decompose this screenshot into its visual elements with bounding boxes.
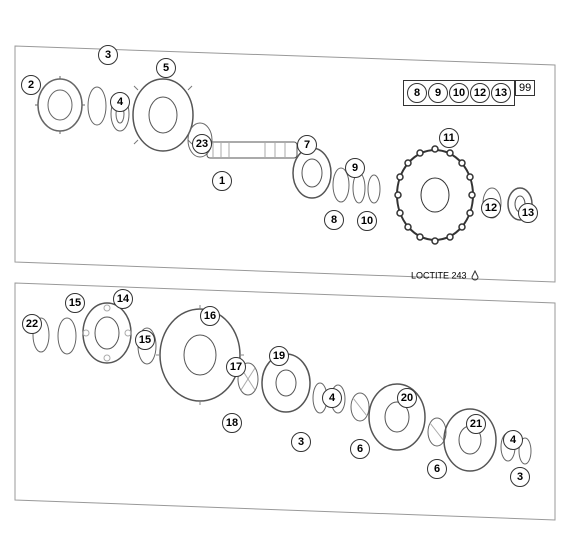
kit-extra-99: 99 <box>515 80 535 96</box>
kit-item-13: 13 <box>491 83 511 103</box>
callout-3: 3 <box>98 45 118 65</box>
callout-22: 22 <box>22 314 42 334</box>
callout-3: 3 <box>510 467 530 487</box>
ring-3a <box>85 85 109 127</box>
callout-13: 13 <box>518 203 538 223</box>
callout-21: 21 <box>466 414 486 434</box>
washer-15a <box>55 315 79 357</box>
kit-item-12: 12 <box>470 83 490 103</box>
callout-16: 16 <box>200 306 220 326</box>
callout-6: 6 <box>350 439 370 459</box>
kit-item-10: 10 <box>449 83 469 103</box>
callout-15: 15 <box>135 330 155 350</box>
kit-item-9: 9 <box>428 83 448 103</box>
sprocket-11 <box>390 145 480 245</box>
kit-box: 89101213 <box>403 80 515 106</box>
callout-20: 20 <box>397 388 417 408</box>
drop-icon <box>469 270 481 282</box>
callout-3: 3 <box>291 432 311 452</box>
callout-5: 5 <box>156 58 176 78</box>
callout-15: 15 <box>65 293 85 313</box>
callout-19: 19 <box>269 346 289 366</box>
callout-11: 11 <box>439 128 459 148</box>
ring-10 <box>365 172 383 206</box>
callout-2: 2 <box>21 75 41 95</box>
callout-12: 12 <box>481 198 501 218</box>
gear-2 <box>35 75 85 135</box>
callout-9: 9 <box>345 158 365 178</box>
gear-20 <box>365 380 429 454</box>
callout-4: 4 <box>503 430 523 450</box>
callout-1: 1 <box>212 171 232 191</box>
callout-23: 23 <box>192 134 212 154</box>
loctite-note: LOCTITE 243 <box>411 270 481 282</box>
callout-7: 7 <box>297 135 317 155</box>
callout-6: 6 <box>427 459 447 479</box>
callout-8: 8 <box>324 210 344 230</box>
callout-18: 18 <box>222 413 242 433</box>
callout-4: 4 <box>322 388 342 408</box>
diagram-canvas: 89101213 99 LOCTITE 243 2345231789101112… <box>0 0 577 533</box>
bearing-14 <box>80 300 134 366</box>
callout-14: 14 <box>113 289 133 309</box>
callout-4: 4 <box>110 92 130 112</box>
callout-17: 17 <box>226 357 246 377</box>
kit-item-8: 8 <box>407 83 427 103</box>
callout-10: 10 <box>357 211 377 231</box>
